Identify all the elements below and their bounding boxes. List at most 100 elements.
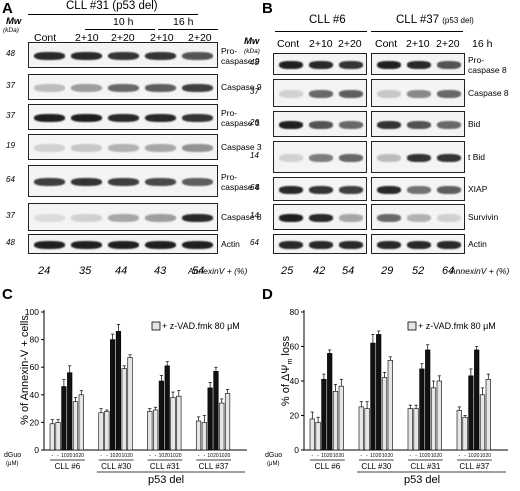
panel-a-blot-row-5-label: Pro-caspase 8 [221,172,260,192]
panel-a-blot-row-4-band-lane-3 [108,144,139,152]
panel-a-blot-row-2-band-lane-2 [71,84,102,92]
panel-a-blot-row-7-band-lane-5 [182,241,213,249]
panel-c-legend-text: + z-VAD.fmk 80 μM [162,321,240,331]
panel-d-group-4-dose-6: 20 [486,453,492,459]
panel-c-group-3-dose-1: - [149,453,151,459]
panel-a-letter: A [2,0,13,17]
panel-d-group-4-bar-4 [474,349,480,451]
panel-a-blot-row-4-mw: 19 [6,141,15,150]
panel-c-group-3-dose-4: 20 [164,453,170,459]
panel-b-cll6-lane-1: Cont [277,38,300,50]
panel-d-group-1-dose-4: 20 [327,453,333,459]
panel-d-group-2-bar-5 [381,377,388,451]
panel-a-blot-row-6-mw: 37 [6,211,15,220]
panel-a-blot-row-5-band-lane-1 [34,178,65,186]
panel-d-group-4-dose-4: 20 [474,453,480,459]
panel-d-group-2-dose-4: 20 [376,453,382,459]
panel-d-group-1-bar-3 [321,378,327,451]
panel-d-group-3-dose-3: 10 [419,453,425,459]
panel-b-blot-row-4-cll37-band-lane-3 [437,154,461,162]
panel-c-y-tick-label-60: 60 [30,362,40,372]
panel-b-blot-row-5-cll6-band-lane-2 [309,186,333,194]
panel-a-lane-4: 2+10 [150,32,174,44]
panel-b-blot-row-4-cll6-band-lane-1 [279,154,303,162]
panel-a-time-10: 10 h [113,16,134,28]
panel-d-group-1-bar-1 [309,418,315,451]
panel-d-group-4-bar-3 [468,375,474,451]
panel-b-blot-row-3-cll37-band-lane-1 [377,121,401,129]
panel-c-group-2-dose-3: 10 [110,453,116,459]
panel-d-group-4-dose-1: - [458,453,460,459]
panel-b-cll6-lane-2: 2+10 [309,38,333,50]
panel-b-annexin-cll6-2: 42 [313,265,326,277]
panel-d-group-2-name: CLL #30 [361,462,392,471]
panel-a-annexin-4: 43 [154,265,167,277]
panel-d-y-tick-label-60: 60 [290,342,300,352]
panel-c-group-4-dose-6: 20 [225,453,231,459]
panel-b-blot-row-4-label: t Bid [468,152,486,162]
panel-a-blot-row-6-band-lane-1 [34,214,65,222]
panel-b-title-cll37: CLL #37 (p53 del) [396,14,474,26]
panel-c-group-1-dose-2: - [57,453,59,459]
panel-c-group-2-dose-5: 10 [121,453,127,459]
panel-d-group-3-dose-5: 10 [431,453,437,459]
panel-a-blot-row-2-mw: 37 [6,81,15,90]
panel-a-blot-row-6-band-lane-5 [182,214,213,222]
panel-a-blot-row-2-label: Caspase 9 [221,82,262,92]
panel-b-blot-row-7-cll37 [371,234,465,254]
panel-d-p53-label: p53 del [404,474,441,486]
panel-a-blot-row-3-band-lane-5 [182,114,213,122]
panel-b-blot-row-4-cll37-band-lane-2 [407,154,431,162]
panel-b-blot-row-6-cll6 [273,204,367,230]
panel-c-group-1-dose-4: 20 [67,453,73,459]
panel-b-blot-row-1-mw: 48 [250,58,259,67]
panel-b-blot-row-2-cll6 [273,79,367,107]
panel-b-blot-row-7-cll37-band-lane-1 [377,241,401,249]
panel-b-blot-row-5-cll6 [273,177,367,201]
panel-c-group-4-dose-1: - [198,453,200,459]
panel-c-group-1-dose-1: - [51,453,53,459]
panel-a-annexin-5: 54 [192,265,205,277]
panel-c-group-2-dose-2: - [106,453,108,459]
panel-b-blot-row-6-cll6-band-lane-3 [339,214,363,222]
panel-d-group-1-dose-1: - [311,453,313,459]
panel-c-y-tick-label-100: 100 [25,307,39,317]
panel-d-group-2-dose-5: 10 [382,453,388,459]
panel-c-group-2-dose-4: 20 [116,453,122,459]
panel-b-blot-row-3-cll6-band-lane-1 [279,121,303,129]
panel-d-group-4-dose-5: 10 [480,453,486,459]
panel-c-y-tick-label-80: 80 [30,335,40,345]
panel-b-blot-row-7-cll37-band-lane-3 [437,241,461,249]
panel-b-blot-row-5-cll37-band-lane-1 [377,186,401,194]
panel-c-y-tick-label-40: 40 [30,390,40,400]
panel-b-blot-row-3-cll37-band-lane-3 [437,121,461,129]
panel-a-mw-header: Mw [6,16,22,27]
panel-a-blot-row-6 [28,203,218,231]
panel-a-blot-row-1 [28,42,218,68]
panel-b-blot-row-4-cll37-band-lane-1 [377,154,401,162]
panel-b-blot-row-5-mw: 64 [250,183,259,192]
panel-d-group-2-bar-4 [376,334,382,451]
panel-b-annexin-cll37-2: 52 [412,265,425,277]
panel-a-lane-5: 2+20 [188,32,212,44]
panel-a-blot-row-1-label: Pro-caspase 9 [221,46,260,66]
panel-d-group-4-bar-2 [462,416,468,451]
panel-c-dguo-label: dGuo [4,452,22,459]
panel-d-group-3-dose-4: 20 [425,453,431,459]
panel-a-blot-row-7-band-lane-1 [34,241,65,249]
panel-b-blot-row-1-cll37 [371,53,465,75]
panel-c-group-3-dose-3: 10 [159,453,165,459]
panel-b-blot-row-6-cll37 [371,204,465,230]
panel-d-group-4-bar-5 [479,394,486,451]
panel-a-blot-row-1-band-lane-2 [71,52,102,60]
panel-a-blot-row-1-band-lane-3 [108,52,139,60]
panel-d-group-3-bar-6 [436,380,442,451]
panel-b-annexin-cll6-1: 25 [281,265,294,277]
panel-d-group-1-dose-5: 10 [333,453,339,459]
panel-d-legend-text: + z-VAD.fmk 80 μM [418,321,496,331]
panel-a-blot-row-7 [28,234,218,254]
panel-b-blot-row-6-cll37-band-lane-1 [377,214,401,222]
panel-d-letter: D [262,286,273,303]
panel-b-letter: B [262,0,273,17]
